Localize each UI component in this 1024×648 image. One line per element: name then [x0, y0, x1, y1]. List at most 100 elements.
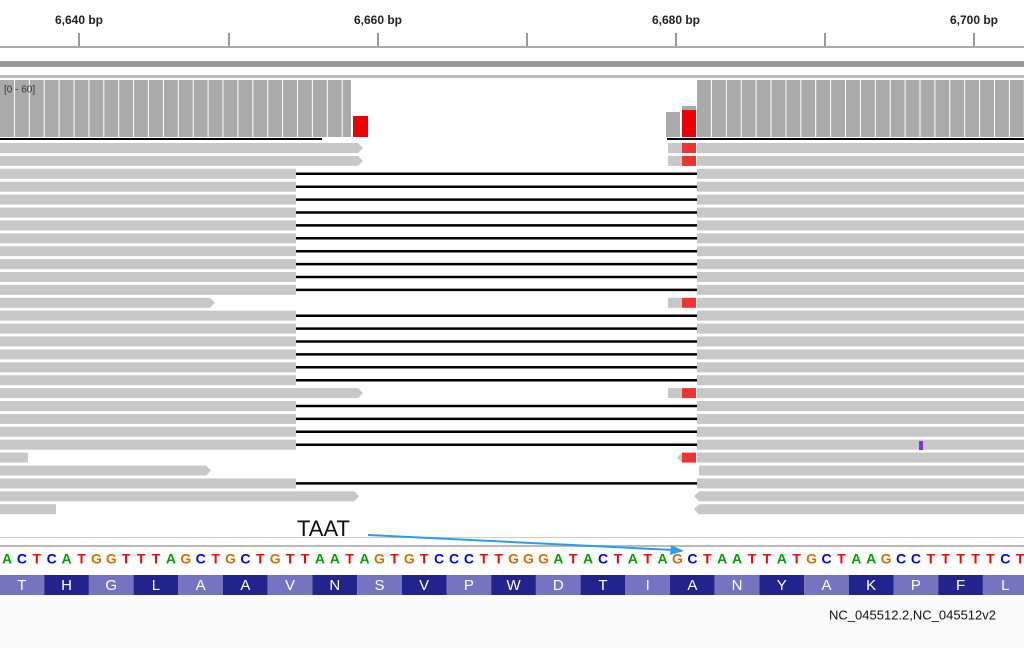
read — [697, 143, 1024, 153]
read — [668, 143, 682, 153]
coverage-bar — [1009, 80, 1024, 137]
amino-acid: W — [506, 577, 521, 594]
mismatch — [682, 388, 696, 399]
read — [697, 426, 1024, 437]
base: T — [420, 551, 429, 567]
insertion-marker — [919, 441, 923, 450]
coverage-bar — [726, 80, 741, 137]
base: T — [703, 551, 712, 567]
base: T — [941, 551, 950, 567]
coverage-track — [0, 80, 1024, 140]
amino-acid: F — [956, 577, 965, 594]
base: T — [33, 551, 42, 567]
coverage-bar — [920, 80, 935, 137]
read — [668, 297, 682, 308]
mismatch — [682, 155, 696, 166]
coverage-bar — [786, 80, 801, 137]
read — [0, 194, 296, 205]
amino-acid: P — [464, 577, 474, 594]
read-arrow — [358, 388, 363, 399]
amino-acid: N — [329, 577, 340, 594]
coverage-bar — [223, 80, 238, 137]
codon — [714, 575, 760, 595]
mismatch — [682, 143, 696, 153]
separator — [0, 545, 1024, 547]
base: T — [256, 551, 265, 567]
amino-acid: V — [285, 577, 295, 594]
base: G — [180, 551, 191, 567]
read — [697, 220, 1024, 231]
read — [0, 491, 354, 502]
read — [699, 504, 1024, 515]
read — [697, 194, 1024, 205]
codon — [670, 575, 715, 595]
base: C — [47, 551, 57, 567]
base: A — [315, 551, 325, 567]
amino-acid: T — [598, 577, 607, 594]
read — [697, 181, 1024, 192]
coverage-bar — [312, 80, 327, 137]
amino-acid: Y — [777, 577, 787, 594]
base: T — [614, 551, 623, 567]
codon — [446, 575, 492, 595]
read — [0, 233, 296, 244]
coverage-bar — [342, 80, 351, 137]
codon — [893, 575, 939, 595]
amino-acid: S — [374, 577, 384, 594]
base: G — [374, 551, 385, 567]
base: C — [598, 551, 608, 567]
read-arrow — [358, 143, 363, 153]
read — [0, 272, 296, 282]
codon — [88, 575, 134, 595]
amino-acid: L — [1001, 577, 1009, 594]
coverage-bar — [741, 80, 756, 137]
read — [697, 336, 1024, 347]
base: T — [137, 551, 146, 567]
base: T — [569, 551, 578, 567]
annotation-text: TAAT — [297, 516, 350, 541]
base: C — [196, 551, 206, 567]
base: T — [211, 551, 220, 567]
base: T — [480, 551, 489, 567]
reference-label: NC_045512.2,NC_045512v2 — [829, 607, 996, 622]
separator — [0, 61, 1024, 67]
base: G — [538, 551, 549, 567]
base: A — [851, 551, 861, 567]
base: C — [687, 551, 697, 567]
coverage-bar — [831, 80, 845, 137]
read — [697, 259, 1024, 270]
coverage-bar — [965, 80, 980, 137]
base: A — [628, 551, 638, 567]
feature-track — [0, 600, 1024, 648]
coverage-bar — [14, 80, 29, 137]
coverage-bar — [801, 80, 816, 137]
coverage-bar — [268, 80, 283, 137]
codon — [267, 575, 313, 595]
read — [697, 168, 1024, 179]
base: A — [553, 551, 563, 567]
read — [0, 439, 296, 450]
read — [699, 465, 1024, 476]
read — [0, 284, 296, 295]
codon — [938, 575, 983, 595]
coverage-bar — [666, 112, 680, 137]
base: A — [360, 551, 370, 567]
read-arrow — [694, 504, 699, 515]
coverage-bar — [0, 80, 14, 137]
read — [0, 259, 296, 270]
base: A — [866, 551, 876, 567]
amino-acid: D — [553, 577, 564, 594]
base: T — [956, 551, 965, 567]
read — [0, 181, 296, 192]
base: T — [301, 551, 310, 567]
base: T — [286, 551, 295, 567]
read — [0, 413, 296, 424]
base: A — [330, 551, 340, 567]
base: T — [748, 551, 757, 567]
base: G — [523, 551, 534, 567]
amino-acid: P — [911, 577, 921, 594]
coverage-range: [0 - 60] — [4, 85, 35, 96]
base: A — [62, 551, 72, 567]
read — [697, 272, 1024, 282]
